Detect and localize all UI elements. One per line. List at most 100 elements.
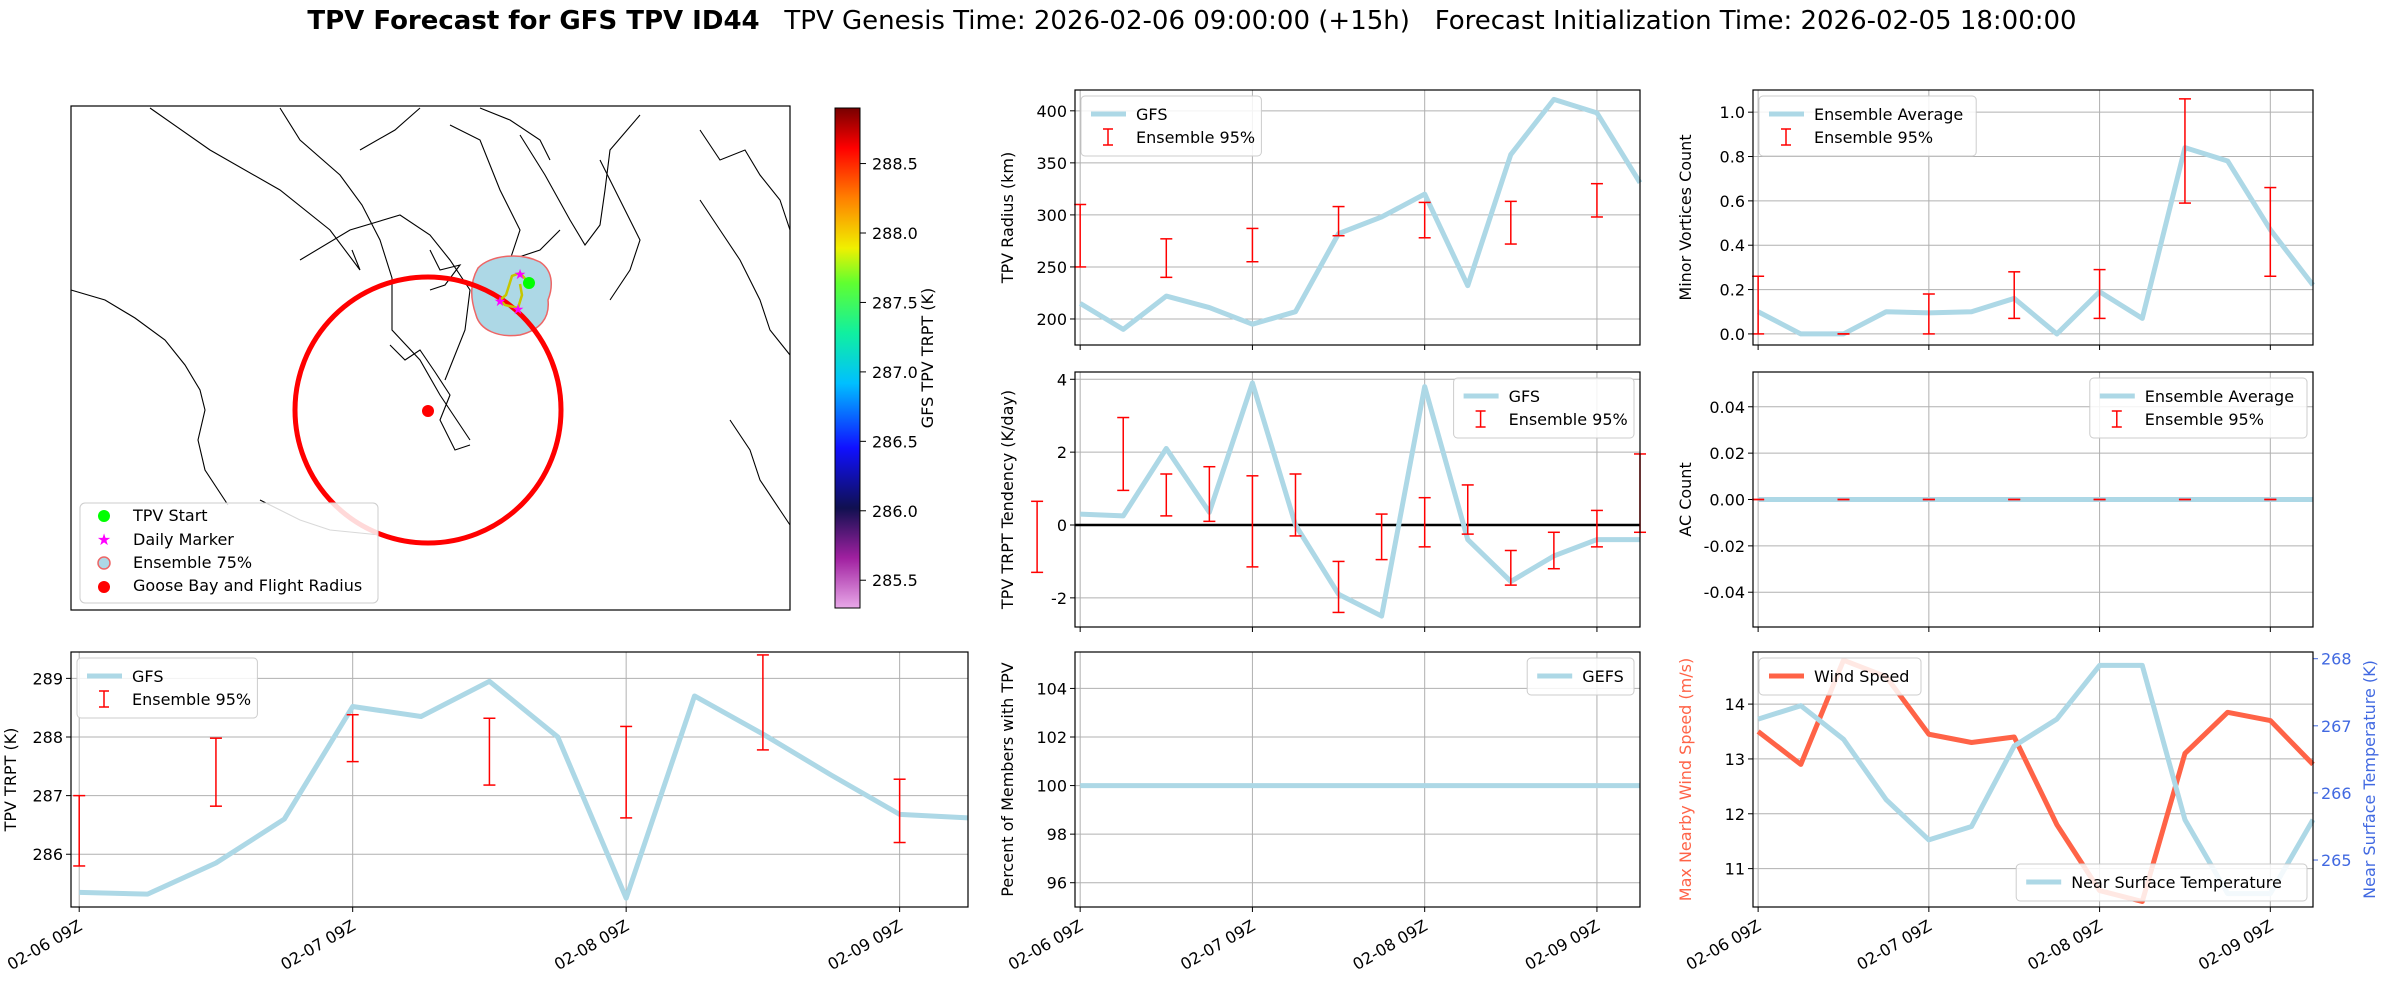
x-tick-label: 02-06 09Z	[1683, 354, 1764, 355]
y-right-tick-label: 266	[2321, 784, 2352, 803]
goose-bay-flight-radius	[292, 274, 564, 546]
legend-marker-goose-bay	[98, 581, 110, 593]
x-tick-label: 02-08 09Z	[551, 916, 632, 974]
y-tick-label: -2	[1051, 589, 1067, 608]
y-tick-label: 288	[32, 728, 63, 747]
y-tick-label: 287	[32, 787, 63, 806]
y-axis-label: Minor Vortices Count	[1676, 134, 1695, 300]
legend: GFS Ensemble 95%	[1080, 95, 1262, 157]
y-axis-label: TPV TRPT Tendency (K/day)	[1000, 390, 1017, 610]
legend-label: TPV Start	[132, 506, 208, 525]
colorbar-tick-label: 288.0	[872, 224, 918, 243]
y-tick-label: -0.02	[1704, 537, 1745, 556]
y-tick-label: 350	[1036, 154, 1067, 173]
y-tick-label: 13	[1725, 750, 1745, 769]
y-axis-label: TPV TRPT (K)	[1, 728, 20, 833]
daily-marker-star: ★	[514, 267, 527, 283]
series-line	[1080, 380, 1640, 619]
legend-label: Daily Marker	[133, 530, 234, 549]
legend-label: Near Surface Temperature	[2071, 873, 2282, 892]
figure-title: TPV Forecast for GFS TPV ID44 TPV Genesi…	[0, 6, 2384, 36]
x-tick-label: 02-07 09Z	[1177, 916, 1258, 974]
x-tick-label: 02-08 09Z	[1349, 354, 1430, 355]
x-tick-label: 02-06 09Z	[4, 916, 85, 974]
legend-box	[76, 657, 258, 719]
legend-label: GFS	[1136, 105, 1167, 124]
x-tick-label: 02-07 09Z	[277, 916, 358, 974]
x-tick-label: 02-08 09Z	[1349, 916, 1430, 974]
y-tick-label: 286	[32, 845, 63, 864]
legend: GFS Ensemble 95%	[76, 657, 258, 719]
legend-box	[1526, 657, 1635, 696]
series-line	[1078, 96, 1643, 332]
legend-box	[1758, 95, 1977, 157]
x-tick-label: 02-06 09Z	[1005, 916, 1086, 974]
legend-label: Ensemble 95%	[2145, 410, 2264, 429]
y-axis-label: Percent of Members with TPV	[1000, 662, 1017, 896]
legend-label: Ensemble 95%	[1509, 410, 1628, 429]
legend: Ensemble Average Ensemble 95%	[2089, 377, 2308, 439]
legend-marker-ensemble	[97, 556, 111, 570]
colorbar-ticks: 285.5 286.0 286.5 287.0 287.5 288.0 288.5	[860, 155, 918, 590]
x-tick-label: 02-07 09Z	[1177, 354, 1258, 355]
legend-marker-daily: ★	[97, 530, 111, 549]
y-tick-label: 0.00	[1709, 491, 1745, 510]
y-tick-label: 200	[1036, 310, 1067, 329]
y-tick-label: 12	[1725, 805, 1745, 824]
legend: Wind Speed	[1758, 657, 1922, 696]
series-line	[79, 678, 969, 901]
legend-marker-tpv-start	[98, 510, 110, 522]
y-tick-label: 400	[1036, 102, 1067, 121]
chart-tpv-radius: 200 250 300 350 400 02-06 09Z 02-07 09Z 02-08 0…	[1000, 89, 1643, 355]
y-tick-label: 104	[1036, 679, 1067, 698]
legend: GFS Ensemble 95%	[1453, 377, 1635, 439]
y-tick-label: 96	[1047, 874, 1067, 893]
x-tick-label: 02-07 09Z	[1854, 916, 1935, 974]
chart-percent-members: 96 98 100 102 104 02-06 09Z 02-07 09Z 02-08 09Z…	[1000, 651, 1641, 974]
y-right-axis-label: Near Surface Temperature (K)	[2360, 660, 2379, 899]
coastlines	[70, 107, 791, 536]
y-tick-label: 0.8	[1720, 148, 1745, 167]
colorbar-label: GFS TPV TRPT (K)	[918, 288, 937, 428]
y-tick-label: 0.02	[1709, 444, 1745, 463]
x-tick-label: 02-09 09Z	[824, 916, 905, 974]
x-tick-label: 02-09 09Z	[2195, 354, 2276, 355]
chart-tpv-trpt: 286 287 288 289 02-06 09Z 02-07 09Z 02-08 09Z 0…	[1, 651, 969, 974]
y-tick-label: 102	[1036, 728, 1067, 747]
x-tick-label: 02-06 09Z	[1683, 916, 1764, 974]
y-tick-label: 4	[1057, 370, 1067, 389]
chart-wind-temperature: 11 12 13 14 02-06 09Z 02-07 09Z 02-08 09Z 02-09…	[1676, 650, 2379, 974]
tpv-start-marker	[523, 277, 535, 289]
y-tick-label: 14	[1725, 695, 1745, 714]
y-tick-label: 0.2	[1720, 281, 1745, 300]
y-tick-label: -0.04	[1704, 583, 1745, 602]
y-tick-label: 0	[1057, 516, 1067, 535]
colorbar-tick-label: 285.5	[872, 571, 918, 590]
daily-marker-star: ★	[494, 294, 507, 310]
colorbar-tick-label: 287.0	[872, 363, 918, 382]
map-legend: TPV Start ★ Daily Marker Ensemble 75% Go…	[79, 502, 379, 604]
y-tick-label: 289	[32, 669, 63, 688]
y-right-tick-label: 265	[2321, 851, 2352, 870]
colorbar	[834, 107, 861, 609]
x-tick-label: 02-07 09Z	[1854, 354, 1935, 355]
map-panel: ★ ★ ★ TPV Start ★ Daily Marker Ensemble …	[70, 105, 937, 611]
x-tick-label: 02-06 09Z	[1005, 354, 1086, 355]
legend-box	[1758, 657, 1922, 696]
plot-frame	[1752, 371, 2314, 628]
y-tick-label: 1.0	[1720, 103, 1745, 122]
x-tick-label: 02-08 09Z	[2024, 916, 2105, 974]
y-axis-label: AC Count	[1676, 462, 1695, 536]
x-tick-label: 02-09 09Z	[2195, 916, 2276, 974]
legend-label: Ensemble 95%	[1814, 128, 1933, 147]
goose-bay-marker	[422, 405, 434, 417]
y-tick-label: 250	[1036, 258, 1067, 277]
legend-box	[2015, 863, 2308, 902]
plot-frame	[1074, 651, 1641, 908]
colorbar-tick-label: 286.0	[872, 502, 918, 521]
y-axis-label: Max Nearby Wind Speed (m/s)	[1676, 658, 1695, 901]
y-tick-label: 2	[1057, 443, 1067, 462]
plot-frame	[1752, 89, 2314, 346]
colorbar-tick-label: 287.5	[872, 293, 918, 312]
